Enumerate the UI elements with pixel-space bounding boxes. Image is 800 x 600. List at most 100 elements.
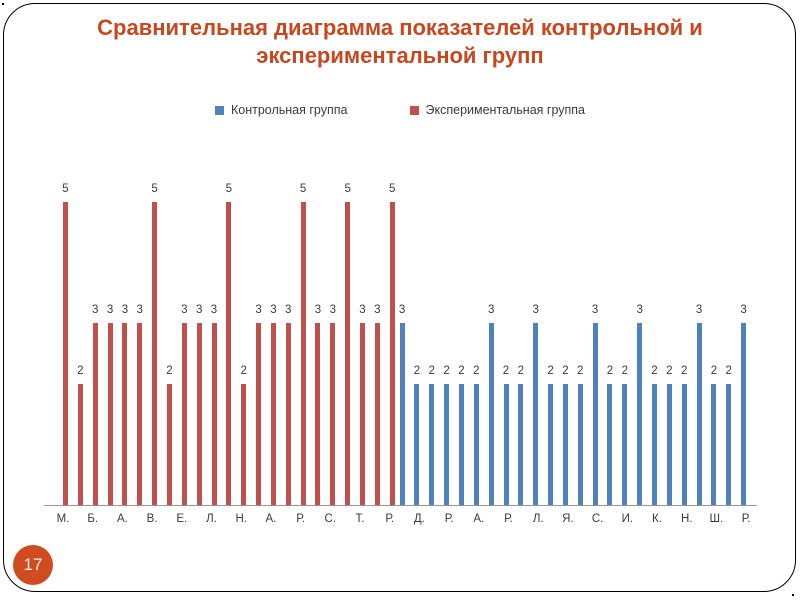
bar-value-label: 3 — [487, 304, 495, 316]
bar-control — [577, 384, 583, 505]
slide-number-badge: 17 — [13, 545, 53, 585]
bar-value-label: 5 — [388, 183, 396, 195]
bar-value-label: 3 — [695, 304, 703, 316]
x-axis-label: А. — [265, 513, 277, 525]
bar-experimental — [137, 323, 143, 505]
bar-value-label: 3 — [740, 304, 747, 316]
bar-experimental — [107, 323, 113, 505]
bar-control — [473, 384, 479, 505]
x-axis-label: Р. — [296, 513, 305, 525]
x-axis-label: Р. — [385, 513, 395, 525]
bar-experimental — [285, 323, 291, 505]
bar-experimental — [241, 384, 247, 505]
bar-value-label: 3 — [181, 304, 188, 316]
bar-experimental — [92, 323, 98, 505]
bar-value-label: 2 — [77, 365, 84, 377]
x-axis-label: Ш. — [709, 513, 724, 525]
bar-control — [681, 384, 687, 505]
legend-item-experimental: Экспериментальная группа — [409, 103, 586, 117]
x-axis-label: М. — [56, 513, 70, 525]
bar-control — [429, 384, 435, 505]
bar-value-label: 3 — [255, 304, 262, 316]
bar-value-label: 3 — [359, 304, 366, 316]
bar-value-label: 3 — [636, 304, 643, 316]
bar-value-label: 2 — [680, 365, 688, 377]
slide-title-line1: Сравнительная диаграмма показателей конт… — [97, 15, 703, 40]
bar-experimental — [315, 323, 321, 505]
bar-value-label: 2 — [606, 365, 614, 377]
bar-value-label: 3 — [136, 304, 143, 316]
bar-experimental — [63, 202, 68, 505]
bar-control — [652, 384, 657, 505]
x-axis-label: Е. — [176, 513, 188, 525]
bar-value-label: 2 — [710, 365, 718, 377]
bar-control — [548, 384, 554, 505]
bar-control — [622, 384, 628, 505]
bar-experimental — [389, 202, 395, 505]
bar-experimental — [270, 323, 276, 505]
slide-title: Сравнительная диаграмма показателей конт… — [0, 14, 800, 70]
x-axis-line — [44, 505, 757, 506]
bar-value-label: 5 — [62, 183, 69, 195]
bar-control — [562, 384, 568, 505]
bar-value-label: 3 — [91, 304, 99, 316]
bar-value-label: 2 — [547, 365, 554, 377]
bar-control — [637, 323, 643, 505]
legend-label: Экспериментальная группа — [425, 103, 586, 117]
bar-control — [444, 384, 450, 505]
x-axis-label: Л. — [532, 513, 544, 525]
x-axis-label: С. — [591, 513, 604, 525]
bar-value-label: 3 — [210, 304, 218, 316]
bar-value-label: 2 — [502, 365, 510, 377]
bar-value-label: 2 — [666, 365, 673, 377]
bar-value-label: 5 — [299, 183, 307, 195]
bar-value-label: 2 — [577, 365, 584, 377]
bar-control — [726, 384, 732, 505]
bar-experimental — [360, 323, 365, 505]
bar-experimental — [330, 323, 336, 505]
legend-swatch-control — [214, 105, 224, 115]
bar-value-label: 3 — [374, 304, 381, 316]
bar-value-label: 2 — [458, 365, 465, 377]
x-axis-label: Р. — [741, 513, 751, 525]
x-axis-label: С. — [324, 513, 337, 525]
bar-value-label: 2 — [562, 365, 569, 377]
bar-experimental — [256, 323, 262, 505]
legend-swatch-experimental — [409, 105, 419, 115]
bar-experimental — [300, 202, 306, 505]
bar-experimental — [77, 384, 83, 505]
bar-value-label: 2 — [651, 365, 658, 377]
bar-control — [488, 323, 494, 505]
bar-experimental — [211, 323, 217, 505]
bar-experimental — [181, 323, 187, 505]
x-axis-label: Я. — [562, 513, 574, 525]
x-axis-label: А. — [116, 513, 128, 525]
bar-control — [458, 384, 464, 505]
x-axis-label: Д. — [413, 513, 425, 525]
bar-control — [607, 384, 613, 505]
bar-control — [711, 384, 717, 505]
corner-dot — [2, 3, 4, 5]
bar-value-label: 3 — [121, 304, 129, 316]
bar-experimental — [345, 202, 351, 505]
legend-item-control: Контрольная группа — [214, 103, 348, 117]
bar-control — [399, 323, 405, 505]
bar-value-label: 2 — [473, 365, 480, 377]
x-axis-label: Р. — [444, 513, 454, 525]
bar-value-label: 3 — [329, 304, 336, 316]
bar-control — [533, 323, 539, 505]
bar-value-label: 3 — [314, 304, 322, 316]
slide-number: 17 — [23, 555, 43, 574]
bar-value-label: 2 — [428, 365, 435, 377]
x-axis-label: Л. — [206, 513, 217, 525]
x-axis-label: К. — [652, 513, 662, 525]
bar-experimental — [166, 384, 172, 505]
x-axis-label: Р. — [504, 513, 513, 525]
bar-value-label: 5 — [225, 183, 233, 195]
corner-dot — [792, 594, 794, 596]
bar-value-label: 3 — [398, 304, 406, 316]
bar-value-label: 2 — [517, 365, 525, 377]
bar-value-label: 2 — [443, 365, 450, 377]
bar-control — [518, 384, 524, 505]
